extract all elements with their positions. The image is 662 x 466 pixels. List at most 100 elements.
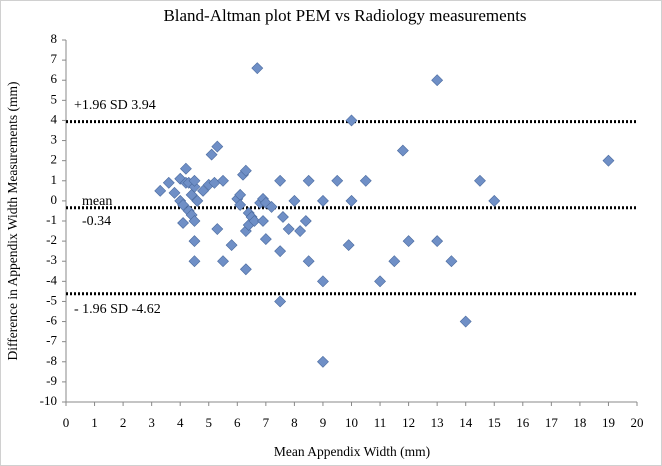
- data-point: [317, 194, 329, 207]
- x-tick-label: 20: [631, 415, 644, 430]
- data-point: [188, 235, 201, 248]
- y-tick-label: -5: [46, 292, 57, 307]
- data-point: [345, 114, 358, 127]
- data-point: [302, 255, 315, 268]
- x-tick-label: 7: [263, 415, 270, 430]
- data-point: [274, 245, 287, 258]
- data-point: [488, 194, 501, 207]
- y-tick-label: -1: [46, 212, 57, 227]
- data-point: [174, 172, 187, 185]
- data-point: [257, 215, 269, 227]
- data-point: [302, 174, 315, 187]
- x-tick-label: 11: [374, 415, 387, 430]
- data-point: [154, 184, 167, 197]
- x-tick-label: 1: [91, 415, 98, 430]
- x-tick-label: 15: [488, 415, 501, 430]
- y-tick-label: -8: [46, 353, 57, 368]
- x-tick-label: 16: [516, 415, 530, 430]
- data-point: [274, 295, 287, 308]
- data-point: [459, 315, 472, 328]
- y-tick-label: -9: [46, 373, 57, 388]
- data-point: [259, 233, 272, 246]
- data-point: [234, 198, 247, 211]
- x-tick-label: 10: [345, 415, 358, 430]
- data-point: [402, 235, 415, 248]
- data-point: [239, 164, 252, 177]
- x-tick-label: 17: [545, 415, 559, 430]
- data-point: [162, 176, 175, 189]
- data-point: [265, 200, 278, 213]
- data-point: [388, 255, 401, 268]
- y-axis-title: Difference in Appendix Width Measurement…: [5, 81, 20, 360]
- data-point: [277, 211, 289, 223]
- data-point: [217, 255, 229, 268]
- y-tick-label: 5: [51, 91, 58, 106]
- data-point: [188, 180, 201, 193]
- x-axis-title: Mean Appendix Width (mm): [274, 444, 430, 459]
- data-point: [225, 239, 238, 252]
- data-point: [342, 239, 355, 252]
- data-point: [179, 162, 192, 175]
- data-point: [248, 215, 261, 227]
- data-point: [431, 74, 444, 87]
- x-tick-label: 0: [63, 415, 70, 430]
- data-point: [177, 198, 189, 211]
- y-tick-label: 2: [51, 152, 58, 167]
- data-point: [474, 174, 486, 187]
- y-tick-label: 1: [51, 172, 58, 187]
- data-point: [197, 184, 209, 197]
- data-point: [191, 194, 204, 207]
- data-point: [211, 223, 224, 235]
- y-tick-label: -4: [46, 272, 57, 287]
- x-tick-label: 6: [234, 415, 241, 430]
- data-point: [177, 217, 189, 229]
- y-tick-label: 6: [51, 71, 58, 86]
- data-point: [396, 144, 409, 157]
- data-point: [294, 225, 307, 237]
- x-tick-label: 13: [431, 415, 444, 430]
- x-tick-label: 12: [402, 415, 415, 430]
- data-point: [188, 215, 201, 227]
- y-tick-label: -6: [46, 313, 57, 328]
- x-tick-label: 2: [120, 415, 127, 430]
- reference-label: - 1.96 SD -4.62: [74, 302, 161, 317]
- x-tick-label: 8: [291, 415, 298, 430]
- y-tick-label: 8: [51, 31, 58, 46]
- x-tick-label: 19: [602, 415, 615, 430]
- x-tick-label: 4: [177, 415, 184, 430]
- reference-label: -0.34: [82, 214, 111, 229]
- data-point: [188, 255, 201, 268]
- data-point: [205, 148, 218, 161]
- reference-label: mean: [82, 194, 112, 209]
- x-tick-label: 18: [573, 415, 586, 430]
- data-point: [345, 194, 358, 207]
- x-tick-label: 5: [206, 415, 213, 430]
- data-point: [251, 62, 264, 75]
- data-point: [317, 355, 329, 368]
- x-tick-label: 3: [148, 415, 155, 430]
- data-point: [445, 255, 458, 268]
- data-point: [331, 174, 344, 187]
- data-point: [239, 263, 252, 276]
- y-tick-label: -3: [46, 252, 57, 267]
- data-point: [317, 275, 329, 288]
- y-tick-label: -2: [46, 232, 57, 247]
- y-tick-label: 7: [51, 51, 58, 66]
- data-point: [274, 174, 287, 187]
- data-point: [602, 154, 615, 167]
- y-tick-label: 0: [51, 192, 58, 207]
- y-tick-label: -10: [40, 393, 57, 408]
- y-tick-label: 4: [51, 111, 58, 126]
- data-point: [299, 215, 312, 227]
- y-tick-label: -7: [46, 333, 57, 348]
- data-point: [288, 194, 301, 207]
- y-tick-label: 3: [51, 132, 58, 147]
- data-point: [217, 174, 229, 187]
- data-point: [211, 140, 224, 153]
- data-point: [168, 186, 181, 199]
- data-point: [282, 223, 295, 235]
- chart-title: Bland-Altman plot PEM vs Radiology measu…: [163, 6, 526, 25]
